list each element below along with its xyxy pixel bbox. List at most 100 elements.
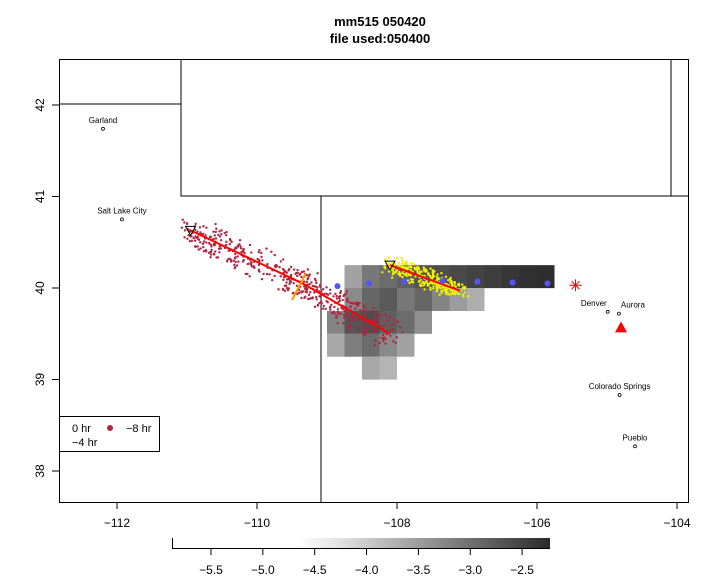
scatter-point-8hr [361, 331, 365, 334]
scatter-point-4hr [401, 259, 404, 262]
scatter-point-8hr [218, 245, 221, 248]
scatter-point-8hr [325, 292, 328, 296]
scatter-point-8hr [229, 239, 232, 242]
scatter-point-4hr [405, 263, 409, 266]
scatter-point-8hr [237, 260, 240, 263]
scatter-point-4hr [398, 274, 402, 278]
scatter-point-8hr [335, 297, 339, 300]
scatter-point-8hr [257, 250, 260, 254]
scatter-point-8hr [210, 248, 213, 252]
city-marker [617, 311, 621, 316]
scatter-point-4hr [402, 263, 405, 266]
scatter-point-8hr [342, 294, 345, 298]
scatter-point-8hr [354, 307, 357, 311]
scatter-point-8hr [194, 228, 197, 232]
scatter-point-8hr [348, 319, 352, 322]
heatmap-cell [519, 265, 537, 289]
scatter-point-8hr [308, 291, 312, 294]
scatter-point-8hr [316, 272, 319, 275]
scatter-point-4hr [444, 286, 448, 290]
scatter-point-8hr [278, 265, 281, 269]
scatter-point-8hr [197, 248, 200, 251]
scatter-point-8hr [281, 268, 285, 271]
scatter-point-8hr [214, 237, 218, 240]
scatter-point-8hr [299, 272, 302, 275]
scatter-point-4hr [451, 290, 454, 294]
scatter-point-4hr [431, 273, 435, 276]
scatter-point-8hr [232, 259, 235, 262]
scatter-point-8hr [193, 239, 197, 242]
scatter-point-8hr [373, 321, 377, 324]
scatter-point-4hr [423, 288, 426, 291]
scatter-point-8hr [223, 231, 226, 235]
scatter-point-8hr [320, 289, 323, 293]
scatter-point-8hr [209, 235, 212, 238]
scatter-point-4hr [461, 283, 464, 286]
scatter-point-8hr [380, 324, 384, 328]
scatter-point-8hr [215, 227, 218, 230]
scatter-point-8hr [308, 283, 311, 286]
scatter-point-8hr [392, 340, 395, 343]
scatter-point-8hr [320, 300, 323, 303]
x-tick-label: −106 [523, 516, 550, 530]
scatter-point-4hr [420, 270, 423, 273]
blue-point [509, 279, 516, 286]
chart-title: mm515 050420 [334, 14, 426, 29]
scatter-point-8hr [235, 264, 239, 267]
scatter-point-8hr [220, 238, 223, 242]
scatter-point-4hr [436, 273, 439, 276]
scatter-point-8hr [241, 260, 245, 263]
scatter-point-4hr [425, 281, 429, 284]
colorbar [172, 538, 550, 548]
scatter-point-4hr [462, 295, 465, 298]
blue-point [401, 278, 407, 285]
legend-item-4hr: −4 hr [72, 437, 98, 449]
colorbar-tick-label: −4.5 [303, 563, 327, 576]
scatter-point-8hr [345, 290, 349, 293]
scatter-point-4hr [447, 278, 450, 282]
scatter-point-4hr [401, 271, 404, 275]
scatter-point-4hr [410, 262, 414, 265]
scatter-point-8hr [300, 296, 303, 300]
scatter-point-8hr [332, 295, 335, 298]
scatter-point-8hr [348, 326, 352, 330]
scatter-point-8hr [225, 230, 228, 234]
scatter-point-8hr [357, 318, 361, 322]
scatter-point-4hr [464, 285, 467, 289]
scatter-point-4hr [397, 264, 401, 267]
scatter-point-8hr [296, 292, 299, 296]
scatter-point-8hr [330, 311, 334, 315]
scatter-point-8hr [374, 318, 377, 322]
scatter-point-4hr [429, 267, 432, 270]
scatter-point-8hr [270, 250, 273, 253]
scatter-point-8hr [213, 253, 216, 256]
scatter-point-8hr [201, 242, 205, 245]
legend-item-8hr: −8 hr [126, 423, 152, 435]
scatter-point-8hr [307, 293, 311, 297]
heatmap-cell [327, 310, 345, 334]
scatter-point-8hr [265, 272, 269, 276]
scatter-point-4hr [455, 291, 459, 294]
colorbar-tick-label: −5.0 [251, 563, 275, 576]
scatter-point-8hr [370, 319, 374, 323]
scatter-point-8hr [183, 221, 186, 224]
scatter-point-8hr [204, 250, 208, 253]
scatter-point-4hr [409, 268, 413, 272]
scatter-point-8hr [302, 270, 306, 273]
scatter-point-8hr [371, 309, 374, 312]
scatter-point-8hr [282, 258, 285, 261]
scatter-point-8hr [225, 260, 229, 263]
scatter-point-8hr [257, 263, 261, 267]
scatter-point-4hr [417, 280, 421, 283]
scatter-point-4hr [432, 286, 435, 290]
scatter-point-4hr [461, 287, 464, 290]
x-tick-label: −112 [104, 516, 130, 530]
source-asterisk-icon [571, 280, 580, 290]
scatter-point-8hr [396, 320, 400, 323]
scatter-point-8hr [234, 260, 237, 264]
scatter-point-4hr [453, 292, 457, 296]
scatter-point-8hr [358, 324, 362, 328]
scatter-point-8hr [208, 242, 211, 245]
scatter-point-8hr [364, 310, 368, 313]
